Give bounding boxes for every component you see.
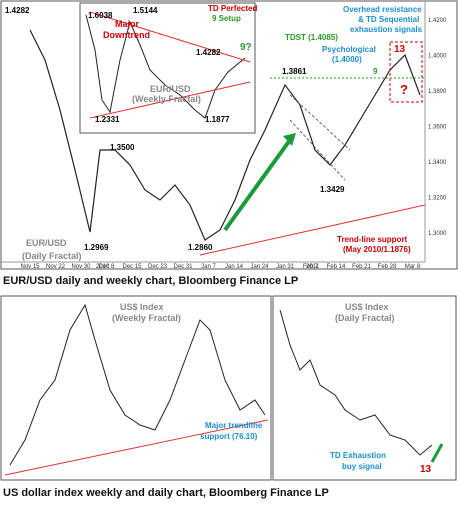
price-line: [29, 29, 421, 241]
date-label: Dec 8: [99, 264, 115, 270]
date-label: Dec 31: [173, 264, 193, 270]
label: 1.1877: [205, 115, 230, 124]
label: ?: [400, 82, 408, 97]
year-label: 2011: [306, 264, 320, 270]
label: 9 Setup: [212, 14, 241, 23]
trend-line: [4, 419, 269, 476]
arrow: [223, 138, 292, 232]
label: TD Exhaustion: [330, 451, 386, 460]
label: 1.4282: [196, 48, 221, 57]
label: (Weekly Fractal): [132, 94, 201, 104]
date-label: Nov 30: [71, 264, 91, 270]
date-label: Jan 24: [250, 264, 269, 270]
label: Major trendline: [205, 421, 263, 430]
date-label: Feb 28: [378, 264, 397, 270]
date-label: Dec 15: [122, 264, 142, 270]
price-label: 1.3800: [428, 89, 447, 95]
trend-line: [199, 204, 426, 256]
price-label: 1.3400: [428, 160, 447, 166]
date-label: Dec 23: [148, 264, 168, 270]
inset-trend: [89, 81, 251, 119]
label: (1.4000): [332, 55, 362, 64]
label: 1.2860: [188, 243, 213, 252]
price-label: 1.3600: [428, 125, 447, 131]
label: 9?: [240, 42, 252, 53]
label: EUR/USD: [26, 238, 67, 248]
label: (Daily Fractal): [335, 313, 395, 323]
price-axis: 1.4200 1.4000 1.3800 1.3600 1.3400 1.3200 1.30…: [428, 18, 447, 237]
label: 9: [373, 67, 378, 76]
label: Overhead resistance: [343, 5, 422, 14]
inset-price: [85, 14, 246, 119]
label: (Weekly Fractal): [112, 313, 181, 323]
date-label: Feb 14: [327, 264, 346, 270]
date-label: Feb 21: [352, 264, 371, 270]
inset-trend: [89, 11, 251, 63]
label: TD Perfected: [208, 4, 257, 13]
label: exhaustion signals: [350, 25, 423, 34]
date-label: Jan 14: [225, 264, 244, 270]
daily-price: [279, 309, 433, 456]
weekly-frame: [0, 295, 272, 481]
label: & TD Sequential: [358, 15, 419, 24]
label: 1.2331: [95, 115, 120, 124]
label: Downtrend: [103, 30, 150, 40]
price-label: 1.3000: [428, 231, 447, 237]
label: 1.2969: [84, 243, 109, 252]
arrow: [430, 443, 444, 463]
label: 13: [420, 464, 432, 475]
date-label: Nov 22: [46, 264, 66, 270]
label: 1.4282: [5, 6, 30, 15]
caption: EUR/USD daily and weekly chart, Bloomber…: [3, 275, 298, 287]
label: EUR/USD: [150, 84, 191, 94]
date-label: Mar 8: [405, 264, 421, 270]
caption: US dollar index weekly and daily chart, …: [3, 487, 329, 499]
label: US$ Index: [120, 302, 164, 312]
label: support (76.10): [200, 432, 258, 441]
date-label: Nov 15: [20, 264, 40, 270]
price-label: 1.3200: [428, 196, 447, 202]
label: 1.3861: [282, 67, 307, 76]
label: 1.3429: [320, 185, 345, 194]
label: Major: [115, 19, 140, 29]
label: (Daily Fractal): [22, 251, 82, 261]
weekly-price: [9, 303, 266, 466]
daily-frame: [272, 295, 457, 481]
price-label: 1.4000: [428, 54, 447, 60]
price-label: 1.4200: [428, 18, 447, 24]
channel: [289, 119, 346, 181]
channel: [289, 94, 351, 151]
date-label: Jan 31: [276, 264, 295, 270]
label: US$ Index: [345, 302, 389, 312]
label: (May 2010/1.1876): [343, 245, 411, 254]
date-label: Jan 7: [201, 264, 216, 270]
date-axis: Nov 15 Nov 22 Nov 30 Dec 8 Dec 15 Dec 23 Dec 3…: [20, 264, 420, 270]
resistance-box: [389, 41, 423, 103]
label: TDST (1.4085): [285, 33, 338, 42]
label: 1.5144: [133, 6, 158, 15]
label: 13: [394, 44, 406, 55]
label: Psychological: [322, 45, 376, 54]
label: Trend-line support: [337, 235, 408, 244]
year-label: 2010: [96, 264, 110, 270]
date-label: Feb 7: [303, 264, 319, 270]
label: buy signal: [342, 462, 382, 471]
arrow-head: [283, 133, 296, 146]
label: 1.6038: [88, 11, 113, 20]
label: 1.3500: [110, 143, 135, 152]
